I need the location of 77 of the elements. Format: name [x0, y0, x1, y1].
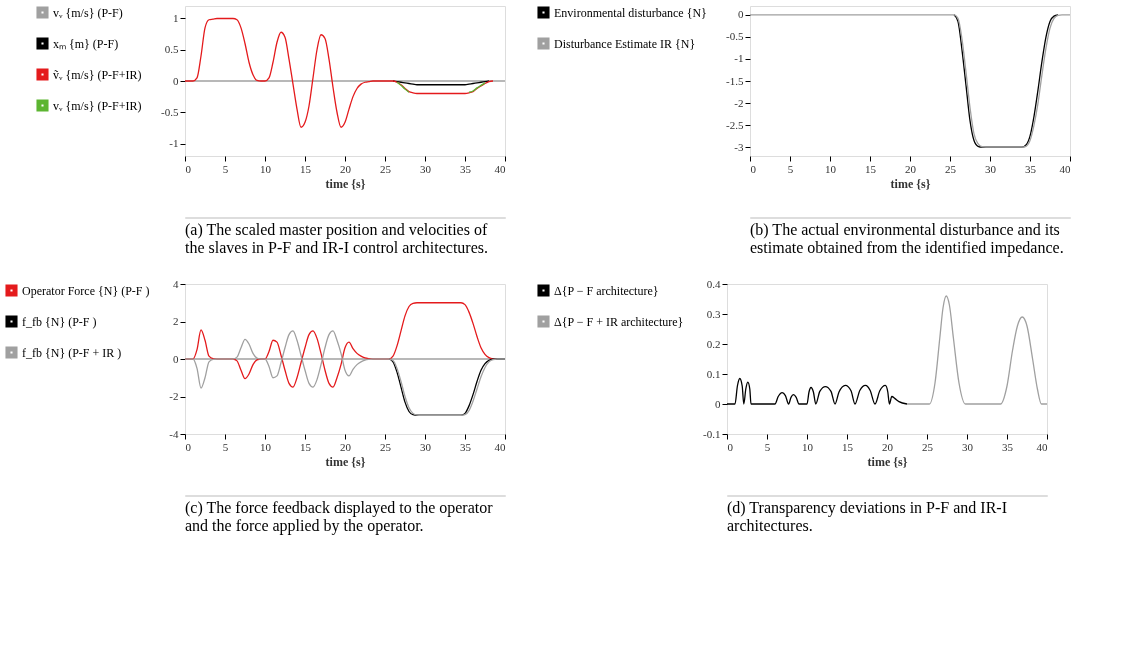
y-tick-label: -0.5	[726, 30, 744, 43]
legend-label: ṽᵥ {m/s} (P-F+IR)	[53, 67, 142, 82]
text: (c) The force feedback displayed to the operator and the force applied by the operator.	[185, 499, 494, 535]
y-tick-label: -4	[169, 427, 179, 440]
y-tick-label: 0.1	[706, 367, 721, 380]
x-tick-label: 35	[1002, 440, 1014, 453]
x-tick-label: 0	[185, 162, 192, 175]
legend-label: Δ{P − F architecture}	[554, 283, 659, 298]
y-tick-label: -3	[734, 140, 744, 153]
x-tick-label: 15	[842, 440, 854, 453]
y-tick-label: 0.5	[164, 43, 179, 56]
x-tick-label: 25	[380, 162, 392, 175]
x-tick-label: 35	[460, 162, 472, 175]
y-tick-label: 4	[173, 277, 179, 290]
legend-label: Operator Force {N} (P-F )	[22, 283, 150, 298]
x-tick-label: 5	[222, 162, 229, 175]
y-tick-label: 0.3	[706, 307, 721, 320]
text: (d) Transparency deviations in P-F and IR-I architectures.	[727, 499, 1007, 534]
x-tick-label: 0	[185, 440, 192, 453]
x-tick-label: 25	[945, 162, 957, 175]
legend-label: Disturbance Estimate IR {N}	[554, 36, 696, 51]
legend-label: vᵥ {m/s} (P-F+IR)	[53, 98, 142, 113]
legend-label: vᵥ {m/s} (P-F)	[53, 5, 123, 20]
y-tick-label: 2	[173, 315, 179, 327]
x-tick-label: 35	[460, 440, 472, 453]
x-tick-label: 5	[764, 440, 771, 453]
x-tick-label: 40	[494, 162, 506, 175]
y-tick-label: 1	[173, 12, 179, 24]
x-tick-label: 10	[260, 162, 272, 175]
x-tick-label: 40	[494, 440, 506, 453]
y-tick-label: -2	[169, 390, 179, 402]
x-axis-title: time {s}	[325, 176, 366, 191]
x-tick-label: 35	[1025, 162, 1037, 175]
x-tick-label: 30	[420, 162, 432, 175]
x-tick-label: 20	[905, 162, 917, 175]
x-axis-title: time {s}	[325, 454, 366, 469]
y-tick-label: 0	[738, 8, 744, 21]
x-tick-label: 25	[922, 440, 934, 453]
legend-label: xₘ {m} (P-F)	[53, 36, 119, 51]
legend-label: f_fb {N} (P-F )	[22, 314, 97, 329]
y-tick-label: 0	[173, 74, 179, 87]
x-tick-label: 0	[750, 162, 757, 175]
y-tick-label: -0.1	[703, 427, 721, 440]
text: (a) The scaled master position and velocities of the slaves in P-F and IR-I control architectures.	[185, 221, 489, 256]
y-tick-label: -1.5	[726, 74, 744, 87]
x-tick-label: 20	[340, 440, 352, 453]
legend-label: Δ{P − F + IR architecture}	[554, 314, 684, 329]
y-tick-label: -2.5	[726, 118, 744, 131]
x-tick-label: 40	[1036, 440, 1048, 453]
y-tick-label: -2	[734, 96, 744, 109]
x-tick-label: 30	[962, 440, 974, 453]
legend-label: f_fb {N} (P-F + IR )	[22, 345, 122, 360]
legend-label: Environmental disturbance {N}	[554, 5, 707, 20]
x-tick-label: 5	[222, 440, 229, 453]
text: (b) The actual environmental disturbance and its estimate obtained from the identified impedance.	[750, 221, 1064, 257]
y-tick-label: -1	[734, 52, 744, 65]
x-tick-label: 10	[260, 440, 272, 453]
x-tick-label: 15	[300, 162, 312, 175]
x-tick-label: 10	[825, 162, 837, 175]
x-tick-label: 20	[340, 162, 352, 175]
x-tick-label: 15	[300, 440, 312, 453]
x-tick-label: 40	[1059, 162, 1071, 175]
y-tick-label: -0.5	[161, 105, 179, 118]
y-tick-label: 0.2	[706, 337, 721, 350]
y-tick-label: 0.4	[706, 277, 721, 290]
x-tick-label: 30	[985, 162, 997, 175]
x-tick-label: 15	[865, 162, 877, 175]
y-tick-label: 0	[173, 352, 179, 365]
x-axis-title: time {s}	[890, 176, 931, 191]
x-tick-label: 20	[882, 440, 894, 453]
x-tick-label: 30	[420, 440, 432, 453]
x-tick-label: 10	[802, 440, 814, 453]
x-tick-label: 5	[787, 162, 794, 175]
y-tick-label: 0	[715, 397, 721, 410]
x-tick-label: 25	[380, 440, 392, 453]
x-axis-title: time {s}	[867, 454, 908, 469]
y-tick-label: -1	[169, 137, 179, 149]
